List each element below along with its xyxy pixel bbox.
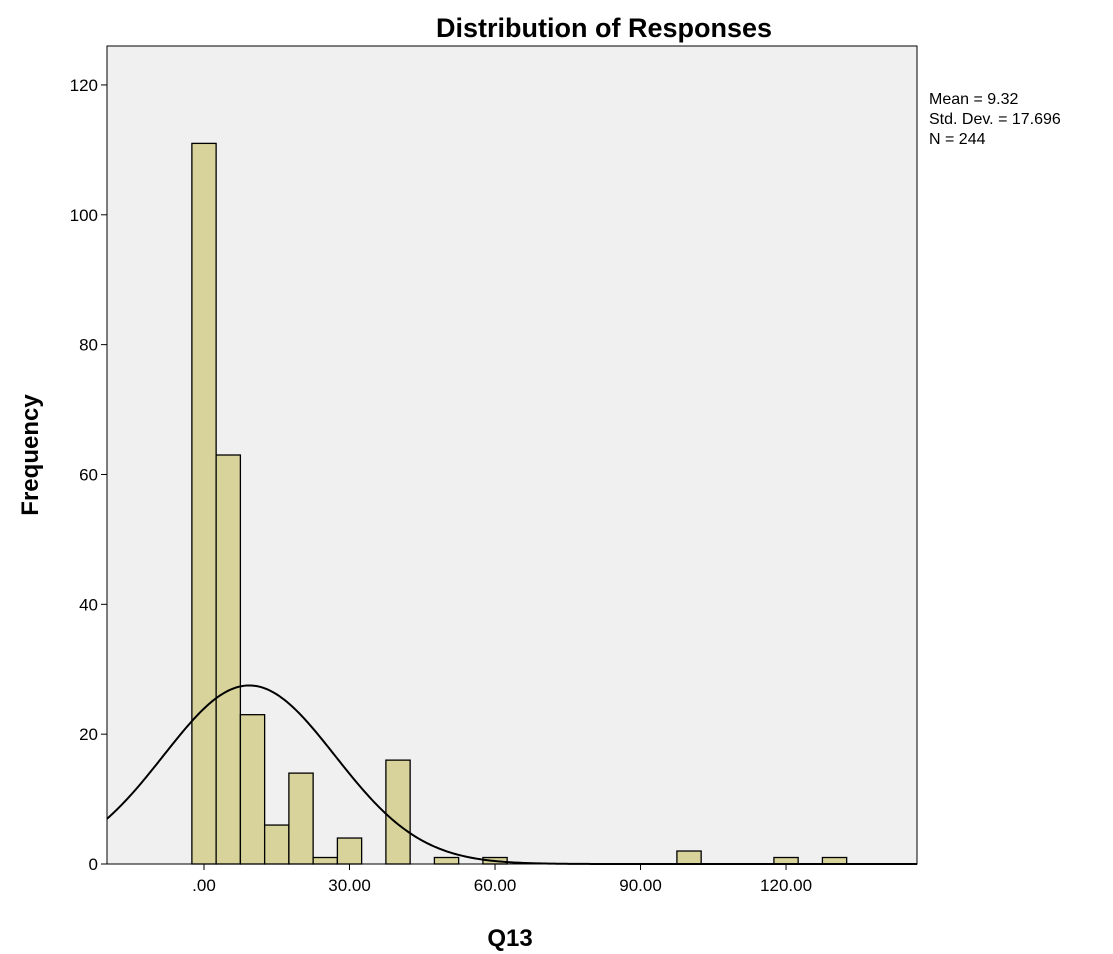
y-tick-label: 0	[89, 855, 98, 874]
bars-group	[191, 142, 848, 865]
y-tick-label: 40	[79, 595, 98, 614]
y-tick-label: 100	[70, 206, 98, 225]
x-tick-label: 90.00	[619, 876, 662, 895]
histogram-bar	[676, 850, 702, 865]
stats-n: N = 244	[929, 131, 986, 148]
histogram-bar	[239, 714, 266, 865]
histogram-bar	[433, 856, 460, 865]
histogram-bar	[263, 824, 290, 865]
x-tick-label: 30.00	[328, 876, 371, 895]
stats-std-dev: Std. Dev. = 17.696	[929, 111, 1061, 128]
histogram-bar	[336, 837, 363, 865]
y-tick-label: 20	[79, 725, 98, 744]
histogram-bar	[191, 142, 217, 865]
histogram-bar	[215, 454, 242, 865]
x-tick-label: .00	[192, 876, 216, 895]
x-axis-label: Q13	[487, 925, 532, 952]
stats-box: Mean = 9.32 Std. Dev. = 17.696 N = 244	[929, 91, 1061, 148]
chart-title: Distribution of Responses	[436, 13, 772, 43]
normal-curve	[106, 684, 917, 865]
histogram-bar	[312, 856, 339, 865]
x-axis: .00 30.00 60.00 90.00 120.00	[192, 864, 812, 895]
y-axis-label: Frequency	[17, 394, 44, 516]
y-tick-label: 60	[79, 465, 98, 484]
y-tick-label: 80	[79, 336, 98, 355]
x-tick-label: 60.00	[474, 876, 517, 895]
x-tick-label: 120.00	[760, 876, 812, 895]
histogram-bar	[385, 759, 411, 865]
y-tick-label: 120	[70, 76, 98, 95]
stats-mean: Mean = 9.32	[929, 91, 1019, 108]
y-axis: 0 20 40 60 80 100 120	[70, 76, 107, 874]
histogram-bar	[288, 772, 314, 865]
